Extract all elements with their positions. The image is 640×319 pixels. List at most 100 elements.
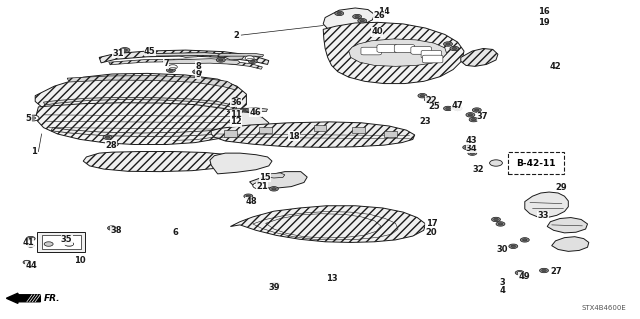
FancyBboxPatch shape (421, 50, 442, 58)
Circle shape (444, 42, 452, 46)
Circle shape (471, 119, 476, 121)
Circle shape (269, 187, 278, 191)
Text: 1: 1 (31, 147, 36, 156)
Circle shape (193, 70, 202, 74)
Circle shape (216, 58, 225, 62)
Text: 20: 20 (426, 228, 437, 237)
Circle shape (243, 109, 246, 111)
Text: 27: 27 (550, 267, 562, 276)
Polygon shape (35, 73, 246, 124)
Text: 21: 21 (256, 182, 268, 191)
Circle shape (108, 226, 116, 230)
Text: 43: 43 (466, 136, 477, 145)
Circle shape (463, 145, 472, 150)
Text: 3: 3 (499, 278, 505, 287)
Text: 31: 31 (112, 49, 124, 58)
Polygon shape (42, 235, 81, 249)
Circle shape (25, 261, 29, 263)
Polygon shape (83, 152, 237, 172)
Circle shape (241, 108, 248, 112)
Text: 46: 46 (250, 108, 261, 117)
Circle shape (31, 117, 36, 119)
Circle shape (23, 260, 31, 264)
Circle shape (418, 93, 427, 98)
Polygon shape (176, 53, 198, 57)
Text: 38: 38 (111, 226, 122, 235)
Polygon shape (227, 108, 268, 112)
Circle shape (244, 194, 253, 198)
Circle shape (169, 69, 173, 71)
Circle shape (166, 68, 175, 72)
Polygon shape (67, 76, 237, 90)
Text: 47: 47 (451, 101, 463, 110)
Circle shape (248, 59, 257, 63)
Text: B-42-11: B-42-11 (516, 159, 556, 167)
Circle shape (511, 245, 516, 248)
Text: 37: 37 (477, 112, 488, 121)
Text: 6: 6 (173, 228, 179, 237)
Polygon shape (384, 131, 397, 137)
Circle shape (234, 99, 237, 100)
Text: STX4B4600E: STX4B4600E (581, 305, 626, 311)
Text: 41: 41 (22, 238, 34, 247)
Text: 45: 45 (144, 47, 156, 56)
Circle shape (65, 242, 74, 246)
Polygon shape (352, 127, 365, 133)
Circle shape (337, 12, 342, 14)
Polygon shape (211, 122, 415, 147)
FancyArrow shape (6, 293, 40, 303)
Polygon shape (210, 153, 272, 174)
Polygon shape (163, 59, 240, 64)
FancyBboxPatch shape (411, 47, 431, 54)
Text: 32: 32 (472, 165, 484, 174)
Polygon shape (250, 172, 307, 188)
Circle shape (195, 71, 200, 73)
Circle shape (106, 136, 110, 138)
Text: 28: 28 (106, 141, 117, 150)
Text: 29: 29 (556, 183, 567, 192)
Text: 22: 22 (426, 96, 437, 105)
Text: 18: 18 (288, 132, 300, 141)
Circle shape (518, 272, 522, 274)
Circle shape (540, 268, 548, 273)
Circle shape (470, 152, 475, 154)
Circle shape (245, 56, 254, 60)
Circle shape (358, 19, 367, 23)
Circle shape (455, 107, 460, 110)
Circle shape (44, 242, 53, 246)
Text: 17: 17 (426, 219, 437, 228)
Text: 11: 11 (230, 110, 242, 119)
Text: 49: 49 (518, 272, 530, 281)
Circle shape (468, 151, 477, 155)
Circle shape (122, 49, 127, 51)
Text: 34: 34 (466, 144, 477, 153)
FancyBboxPatch shape (508, 152, 564, 174)
Circle shape (499, 223, 503, 225)
Circle shape (424, 97, 433, 102)
Circle shape (445, 107, 451, 110)
Circle shape (256, 184, 262, 187)
Polygon shape (229, 112, 269, 138)
Polygon shape (323, 22, 464, 84)
Text: 8: 8 (195, 62, 201, 70)
Polygon shape (323, 8, 374, 30)
Circle shape (453, 106, 462, 111)
FancyBboxPatch shape (394, 45, 415, 52)
Circle shape (474, 109, 479, 111)
Text: 30: 30 (496, 245, 508, 254)
Text: 4: 4 (499, 286, 505, 295)
Circle shape (490, 160, 502, 166)
Text: 23: 23 (419, 117, 431, 126)
Circle shape (468, 114, 472, 116)
Circle shape (520, 238, 529, 242)
Text: 10: 10 (74, 256, 85, 265)
Polygon shape (224, 130, 237, 137)
Polygon shape (218, 54, 264, 57)
Text: 16: 16 (538, 7, 549, 16)
Circle shape (218, 59, 223, 61)
Text: 39: 39 (269, 283, 280, 292)
Circle shape (492, 217, 500, 222)
Circle shape (515, 271, 524, 275)
Text: 44: 44 (26, 261, 37, 270)
Polygon shape (44, 97, 237, 108)
